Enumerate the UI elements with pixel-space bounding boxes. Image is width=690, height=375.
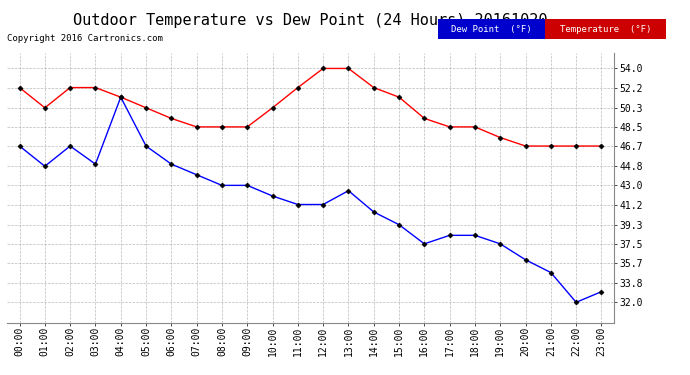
Text: Copyright 2016 Cartronics.com: Copyright 2016 Cartronics.com xyxy=(7,34,163,43)
Text: Outdoor Temperature vs Dew Point (24 Hours) 20161020: Outdoor Temperature vs Dew Point (24 Hou… xyxy=(73,13,548,28)
Text: Dew Point  (°F): Dew Point (°F) xyxy=(451,25,532,34)
Text: Temperature  (°F): Temperature (°F) xyxy=(560,25,651,34)
